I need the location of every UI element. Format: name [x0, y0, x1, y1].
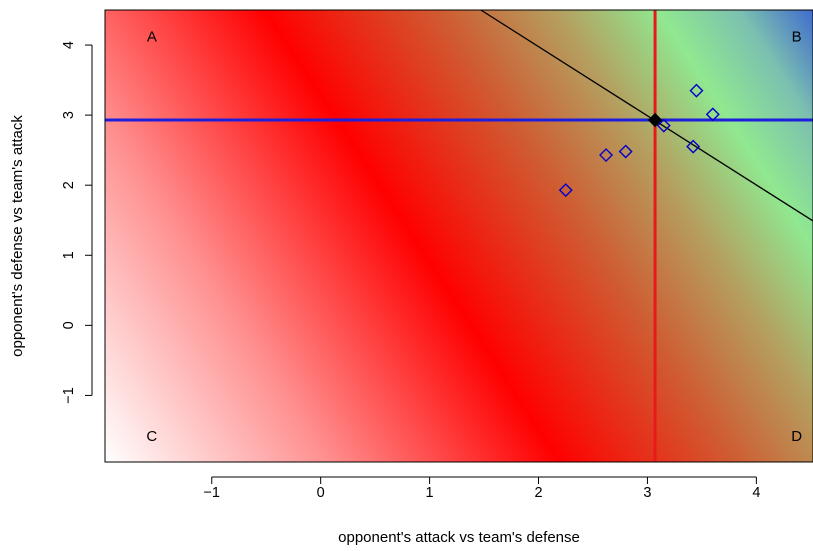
x-axis: −1 0 1 2 3 4: [203, 476, 760, 501]
corner-label-a: A: [147, 29, 157, 46]
y-axis-title: opponent's defense vs team's attack: [9, 115, 26, 357]
x-axis-title: opponent's attack vs team's defense: [338, 529, 580, 546]
points-layer: [558, 83, 720, 198]
data-point: [558, 183, 573, 198]
x-tick-label: 3: [643, 485, 651, 501]
y-axis: −1 0 1 2 3 4: [61, 41, 93, 404]
reference-point: [647, 112, 663, 128]
y-tick-label: 0: [61, 321, 77, 329]
x-tick-label: 0: [317, 485, 325, 501]
x-tick-label: −1: [203, 485, 220, 501]
data-point: [599, 148, 614, 163]
corner-label-d: D: [791, 428, 802, 445]
y-tick-label: 3: [61, 111, 77, 119]
x-tick-label: 4: [752, 485, 760, 501]
x-tick-label: 1: [426, 485, 434, 501]
y-tick-label: 2: [61, 181, 77, 189]
y-tick-label: −1: [61, 387, 77, 404]
data-point: [656, 118, 671, 133]
corner-label-c: C: [146, 428, 157, 445]
data-point: [686, 139, 701, 154]
data-point: [618, 144, 633, 159]
data-point: [689, 83, 704, 98]
corner-label-b: B: [792, 29, 802, 46]
data-point: [705, 107, 720, 122]
x-tick-label: 2: [534, 485, 542, 501]
plot-background: [105, 10, 813, 462]
y-tick-label: 1: [61, 251, 77, 259]
decision-boundary-line: [480, 10, 813, 222]
plot-border: [104, 9, 813, 463]
y-tick-label: 4: [61, 41, 77, 49]
